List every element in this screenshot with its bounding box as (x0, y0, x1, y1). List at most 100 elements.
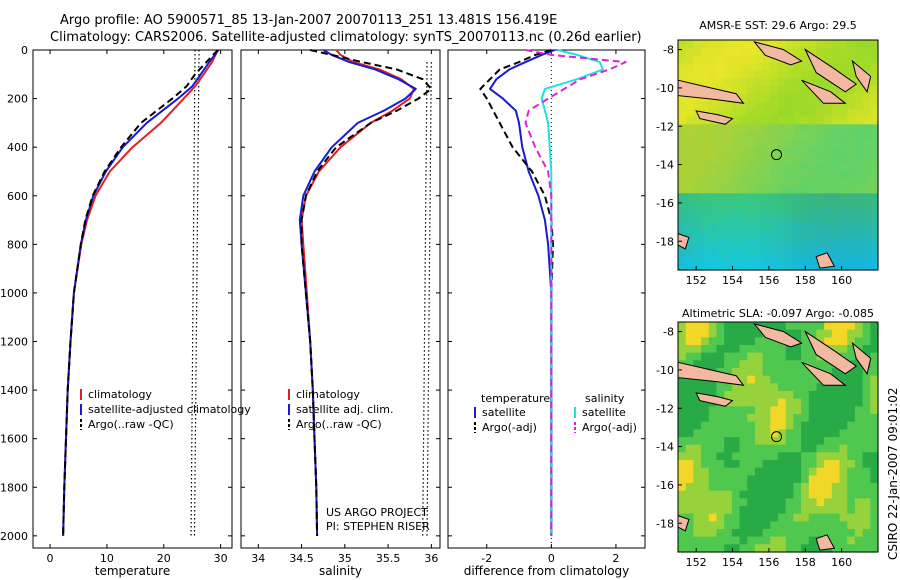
heatmap-cell (770, 414, 779, 423)
map-0-heatmap (677, 40, 879, 271)
heatmap-cell (762, 375, 771, 384)
heatmap-cell (716, 536, 725, 545)
heatmap-cell (831, 201, 841, 210)
heatmap-cell (801, 345, 810, 354)
heatmap-cell (708, 139, 718, 148)
map-0-xtick-label: 158 (795, 274, 816, 287)
heatmap-cell (801, 398, 810, 407)
heatmap-cell (708, 391, 718, 400)
heatmap-cell (685, 247, 694, 256)
heatmap-cell (701, 147, 710, 156)
heatmap-cell (862, 116, 871, 125)
heatmap-cell (754, 132, 764, 141)
heatmap-cell (854, 162, 864, 171)
heatmap-cell (701, 116, 710, 125)
heatmap-cell (854, 231, 864, 240)
heatmap-cell (801, 391, 810, 400)
heatmap-cell (870, 322, 879, 331)
heatmap-cell (701, 247, 710, 256)
heatmap-cell (678, 162, 687, 171)
heatmap-cell (870, 360, 879, 369)
heatmap-cell (685, 55, 694, 64)
heatmap-cell (839, 208, 848, 217)
heatmap-cell (870, 536, 879, 545)
heatmap-cell (824, 483, 833, 492)
heatmap-cell (693, 124, 702, 133)
heatmap-cell (785, 86, 794, 95)
heatmap-cell (739, 337, 748, 346)
heatmap-cell (693, 429, 702, 438)
heatmap-cell (778, 437, 787, 446)
heatmap-cell (747, 345, 756, 354)
heatmap-cell (685, 47, 694, 56)
heatmap-cell (716, 239, 725, 248)
heatmap-cell (793, 375, 802, 384)
heatmap-cell (701, 429, 710, 438)
heatmap-cell (731, 437, 741, 446)
heatmap-cell (678, 116, 687, 125)
heatmap-cell (685, 101, 694, 110)
panel-2-legend-label: Argo(-adj) (582, 421, 637, 434)
heatmap-cell (739, 101, 748, 110)
heatmap-cell (862, 231, 871, 240)
heatmap-cell (693, 322, 702, 331)
panel-1-xtick-label: 35.5 (376, 552, 401, 565)
heatmap-cell (870, 383, 879, 392)
heatmap-cell (847, 498, 856, 507)
heatmap-cell (816, 78, 825, 87)
heatmap-cell (685, 483, 694, 492)
heatmap-cell (824, 101, 833, 110)
heatmap-cell (808, 185, 818, 194)
heatmap-cell (824, 124, 833, 133)
heatmap-cell (693, 101, 702, 110)
heatmap-cell (793, 239, 802, 248)
heatmap-cell (685, 178, 694, 187)
heatmap-cell (770, 116, 779, 125)
heatmap-cell (754, 360, 764, 369)
panel-2-xtick-label: -2 (481, 552, 492, 565)
heatmap-cell (793, 208, 802, 217)
heatmap-cell (708, 185, 718, 194)
heatmap-cell (831, 337, 841, 346)
heatmap-cell (862, 337, 871, 346)
heatmap-cell (754, 352, 764, 361)
heatmap-cell (739, 63, 748, 72)
heatmap-cell (762, 383, 771, 392)
heatmap-cell (808, 467, 818, 476)
heatmap-cell (701, 231, 710, 240)
heatmap-cell (685, 391, 694, 400)
heatmap-cell (785, 506, 794, 515)
panel-1-legend-label: satellite adj. clim. (296, 403, 393, 416)
heatmap-cell (870, 406, 879, 415)
heatmap-cell (754, 329, 764, 338)
ytick-label: 1200 (0, 336, 28, 349)
heatmap-cell (831, 529, 841, 538)
heatmap-cell (708, 101, 718, 110)
heatmap-cell (685, 329, 694, 338)
heatmap-cell (793, 231, 802, 240)
heatmap-cell (839, 383, 848, 392)
heatmap-cell (678, 460, 687, 469)
heatmap-cell (854, 398, 864, 407)
panel-1-frame (240, 49, 441, 549)
heatmap-cell (801, 47, 810, 56)
heatmap-cell (716, 483, 725, 492)
heatmap-cell (731, 521, 741, 530)
heatmap-cell (824, 529, 833, 538)
heatmap-cell (854, 460, 864, 469)
panel-0-legend-label: Argo(..raw -QC) (88, 418, 174, 431)
heatmap-cell (785, 185, 794, 194)
heatmap-cell (770, 132, 779, 141)
heatmap-cell (724, 391, 733, 400)
heatmap-cell (824, 475, 833, 484)
heatmap-cell (678, 124, 687, 133)
heatmap-cell (739, 467, 748, 476)
heatmap-cell (839, 247, 848, 256)
heatmap-cell (678, 437, 687, 446)
heatmap-cell (831, 116, 841, 125)
heatmap-cell (724, 63, 733, 72)
heatmap-cell (778, 529, 787, 538)
heatmap-cell (816, 124, 825, 133)
heatmap-cell (747, 483, 756, 492)
heatmap-cell (847, 116, 856, 125)
